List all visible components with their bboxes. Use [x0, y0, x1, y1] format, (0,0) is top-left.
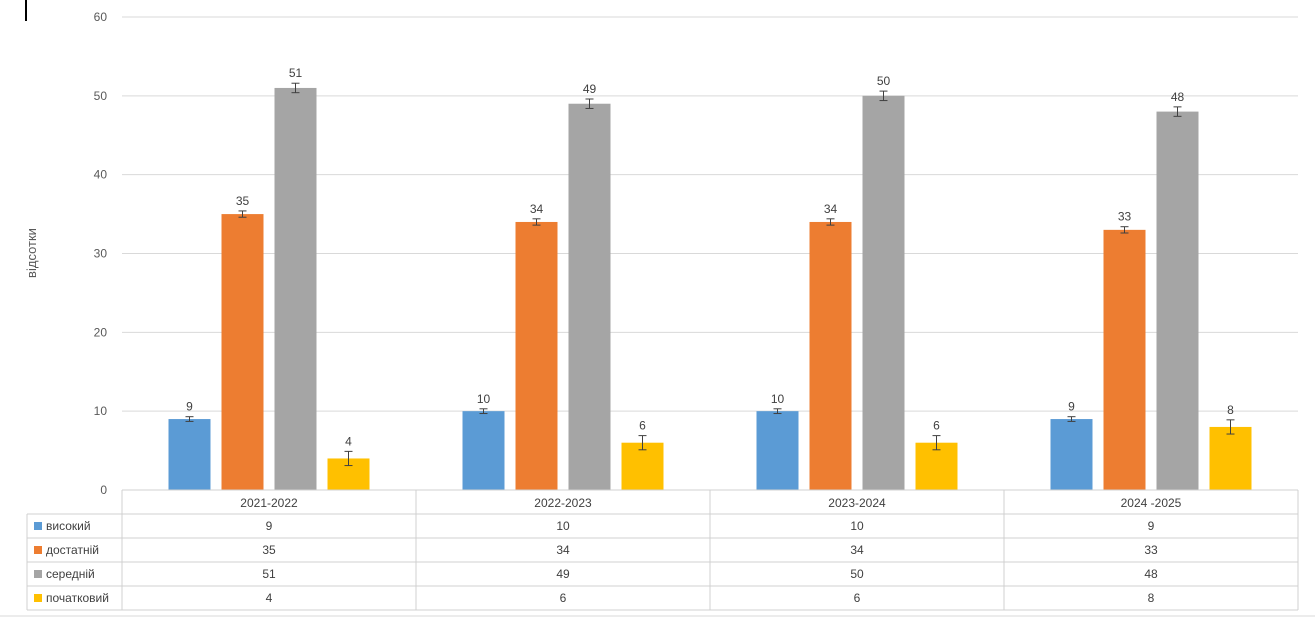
x-tick-label: 2022-2023: [534, 496, 592, 510]
bar-1-1: [168, 419, 211, 490]
table-cell: 8: [1148, 591, 1155, 605]
data-label: 10: [477, 392, 491, 406]
data-label: 48: [1171, 90, 1185, 104]
y-tick-label: 0: [100, 483, 107, 497]
text-cursor: [25, 0, 27, 21]
x-tick-label: 2021-2022: [240, 496, 298, 510]
bar-1-4: [1050, 419, 1093, 490]
bar-2-4: [1103, 229, 1146, 490]
data-label: 50: [877, 74, 891, 88]
legend-label: середній: [46, 567, 95, 581]
y-tick-label: 60: [94, 10, 108, 24]
table-cell: 50: [850, 567, 864, 581]
legend-key-2: [34, 546, 42, 554]
table-cell: 48: [1144, 567, 1158, 581]
bar-3-4: [1156, 111, 1199, 490]
table-cell: 35: [262, 543, 276, 557]
bar-1-2: [462, 411, 505, 490]
bar-3-1: [274, 87, 317, 490]
data-label: 6: [639, 419, 646, 433]
legend-key-1: [34, 522, 42, 530]
table-cell: 34: [850, 543, 864, 557]
data-label: 10: [771, 392, 785, 406]
x-tick-label: 2024 -2025: [1121, 496, 1182, 510]
data-label: 8: [1227, 403, 1234, 417]
data-label: 34: [530, 202, 544, 216]
table-cell: 6: [854, 591, 861, 605]
y-tick-label: 40: [94, 168, 108, 182]
data-label: 9: [1068, 400, 1075, 414]
table-cell: 9: [1148, 519, 1155, 533]
data-label: 6: [933, 419, 940, 433]
table-cell: 9: [266, 519, 273, 533]
y-tick-label: 30: [94, 247, 108, 261]
bar-4-2: [621, 442, 664, 490]
bar-1-3: [756, 411, 799, 490]
table-cell: 10: [850, 519, 864, 533]
y-axis-title: відсотки: [24, 228, 39, 278]
bar-4-4: [1209, 426, 1252, 490]
legend-key-4: [34, 594, 42, 602]
bar-2-3: [809, 221, 852, 490]
bar-3-2: [568, 103, 611, 490]
bar-3-3: [862, 95, 905, 490]
table-cell: 49: [556, 567, 570, 581]
bar-4-3: [915, 442, 958, 490]
table-cell: 33: [1144, 543, 1158, 557]
data-label: 9: [186, 400, 193, 414]
table-cell: 51: [262, 567, 276, 581]
y-tick-label: 20: [94, 325, 108, 339]
data-label: 35: [236, 194, 250, 208]
table-cell: 4: [266, 591, 273, 605]
table-cell: 6: [560, 591, 567, 605]
legend-label: початковий: [46, 591, 109, 605]
data-label: 34: [824, 202, 838, 216]
legend-key-3: [34, 570, 42, 578]
data-label: 49: [583, 82, 597, 96]
legend-label: високий: [46, 519, 91, 533]
x-tick-label: 2023-2024: [828, 496, 886, 510]
table-cell: 34: [556, 543, 570, 557]
y-tick-label: 10: [94, 404, 108, 418]
y-tick-label: 50: [94, 89, 108, 103]
data-label: 51: [289, 66, 303, 80]
bar-2-1: [221, 214, 264, 491]
data-label: 33: [1118, 210, 1132, 224]
legend-label: достатній: [46, 543, 99, 557]
table-cell: 10: [556, 519, 570, 533]
data-label: 4: [345, 434, 352, 448]
bar-2-2: [515, 221, 558, 490]
